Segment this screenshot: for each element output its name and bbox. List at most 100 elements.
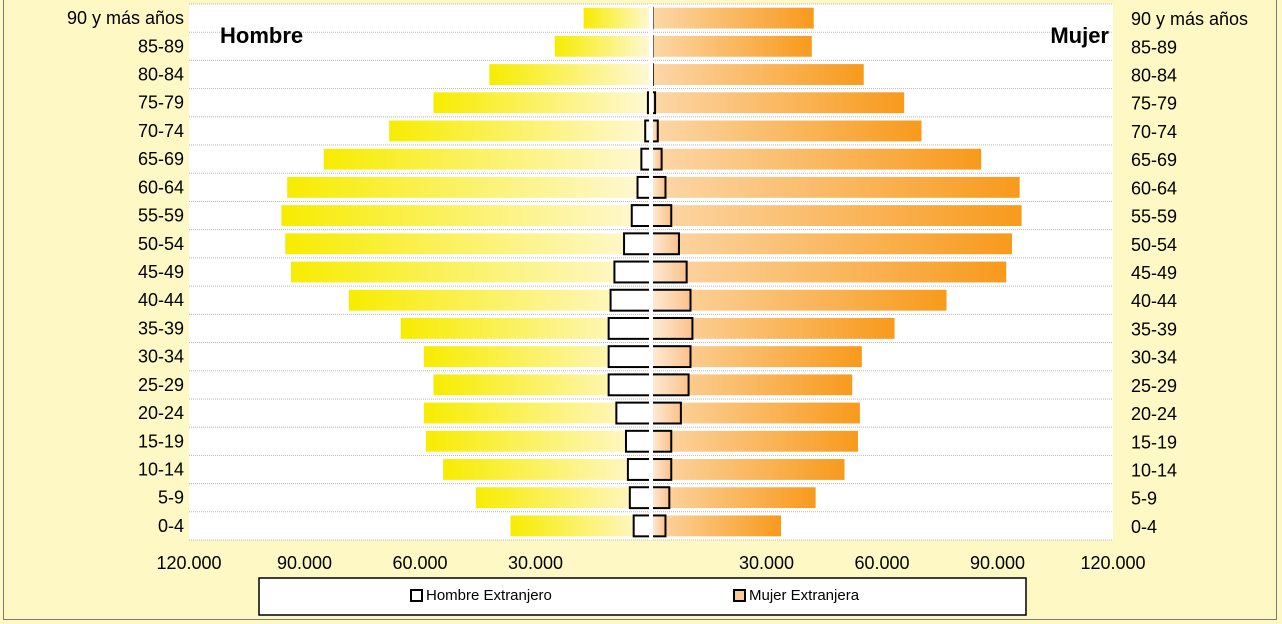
bar-hombre-20-24 bbox=[423, 402, 651, 424]
age-label-left-20-24: 20-24 bbox=[138, 403, 184, 423]
bar-mujer-60-64 bbox=[652, 176, 1020, 198]
bar-hombre-extranjero-45-49 bbox=[613, 260, 652, 284]
bar-hombre-extranjero-15-19 bbox=[624, 429, 652, 453]
chart-frame bbox=[3, 0, 1277, 620]
x-tick-label: 90.000 bbox=[970, 553, 1025, 573]
bar-hombre-extranjero-30-34 bbox=[607, 345, 653, 369]
bar-hombre-extranjero-5-9 bbox=[628, 486, 653, 510]
age-label-right-0-4: 0-4 bbox=[1131, 517, 1157, 537]
legend-label-hombre-extranjero: Hombre Extranjero bbox=[426, 587, 552, 604]
bar-hombre-60-64 bbox=[287, 176, 651, 198]
bar-mujer-extranjera-20-24 bbox=[651, 401, 682, 425]
bar-hombre-15-19 bbox=[425, 430, 651, 452]
x-tick-label: 30.000 bbox=[739, 553, 794, 573]
age-label-left-50-54: 50-54 bbox=[138, 234, 184, 254]
bar-hombre-50-54 bbox=[285, 233, 651, 255]
bar-hombre-90-y-mas-anos bbox=[583, 7, 651, 29]
age-label-right-85-89: 85-89 bbox=[1131, 37, 1177, 57]
age-label-left-65-69: 65-69 bbox=[138, 149, 184, 169]
bar-mujer-0-4 bbox=[652, 515, 781, 537]
bar-hombre-65-69 bbox=[323, 148, 651, 170]
x-tick-label: 120.000 bbox=[1080, 553, 1145, 573]
bar-hombre-extranjero-0-4 bbox=[632, 514, 652, 538]
bar-hombre-75-79 bbox=[433, 92, 651, 114]
bar-hombre-0-4 bbox=[510, 515, 651, 537]
x-tick-label: 60.000 bbox=[854, 553, 909, 573]
bar-mujer-50-54 bbox=[652, 233, 1012, 255]
bar-mujer-25-29 bbox=[652, 374, 853, 396]
bar-hombre-70-74 bbox=[389, 120, 651, 142]
age-label-right-70-74: 70-74 bbox=[1131, 122, 1177, 142]
bar-mujer-70-74 bbox=[652, 120, 922, 142]
bar-mujer-extranjera-30-34 bbox=[651, 345, 692, 369]
legend-label-mujer-extranjera: Mujer Extranjera bbox=[749, 587, 860, 604]
age-label-left-45-49: 45-49 bbox=[138, 262, 184, 282]
age-label-right-45-49: 45-49 bbox=[1131, 263, 1177, 283]
age-label-right-65-69: 65-69 bbox=[1131, 150, 1177, 170]
bar-hombre-40-44 bbox=[348, 289, 651, 311]
age-label-left-75-79: 75-79 bbox=[138, 93, 184, 113]
legend-swatch-hombre-extranjero bbox=[410, 589, 423, 602]
bar-mujer-90-y-mas-anos bbox=[652, 7, 814, 29]
age-label-left-5-9: 5-9 bbox=[158, 488, 184, 508]
age-label-right-30-34: 30-34 bbox=[1131, 348, 1177, 368]
bar-mujer-10-14 bbox=[652, 459, 845, 480]
bar-hombre-85-89 bbox=[554, 35, 651, 57]
bar-hombre-extranjero-50-54 bbox=[623, 232, 652, 256]
legend-box bbox=[258, 577, 1027, 616]
age-labels-right: 0-4 5-9 10-14 15-19 20-24 25-29 30-34 35-39 40-4… bbox=[1131, 9, 1248, 537]
bar-hombre-35-39 bbox=[400, 317, 651, 339]
bar-mujer-85-89 bbox=[652, 35, 812, 57]
x-tick-label: 120.000 bbox=[156, 553, 221, 573]
bar-mujer-extranjera-55-59 bbox=[651, 204, 673, 228]
bar-hombre-30-34 bbox=[423, 346, 651, 368]
x-tick-label: 30.000 bbox=[508, 553, 563, 573]
age-label-right-15-19: 15-19 bbox=[1131, 432, 1177, 452]
age-label-left-85-89: 85-89 bbox=[138, 36, 184, 56]
bar-mujer-5-9 bbox=[652, 487, 816, 509]
age-label-right-50-54: 50-54 bbox=[1131, 235, 1177, 255]
age-label-left-70-74: 70-74 bbox=[138, 121, 184, 141]
bar-mujer-extranjera-10-14 bbox=[651, 458, 673, 481]
bar-mujer-40-44 bbox=[652, 289, 947, 311]
bar-mujer-extranjera-35-39 bbox=[651, 316, 694, 340]
age-label-right-40-44: 40-44 bbox=[1131, 291, 1177, 311]
age-label-right-10-14: 10-14 bbox=[1131, 460, 1177, 480]
age-label-left-40-44: 40-44 bbox=[138, 290, 184, 310]
age-label-left-90-y-mas-anos: 90 y más años bbox=[67, 8, 184, 28]
bar-hombre-extranjero-25-29 bbox=[607, 373, 653, 397]
label-mujer: Mujer bbox=[1050, 23, 1109, 48]
age-label-left-30-34: 30-34 bbox=[138, 347, 184, 367]
bar-hombre-80-84 bbox=[489, 64, 651, 85]
bar-mujer-extranjera-25-29 bbox=[651, 373, 690, 397]
age-label-left-55-59: 55-59 bbox=[138, 206, 184, 226]
age-label-left-10-14: 10-14 bbox=[138, 459, 184, 479]
age-label-right-60-64: 60-64 bbox=[1131, 178, 1177, 198]
bar-mujer-extranjera-5-9 bbox=[651, 486, 671, 510]
bar-mujer-30-34 bbox=[652, 346, 862, 368]
bar-hombre-extranjero-20-24 bbox=[615, 401, 652, 425]
bar-mujer-15-19 bbox=[652, 430, 858, 452]
bar-mujer-20-24 bbox=[652, 402, 860, 424]
bar-hombre-extranjero-55-59 bbox=[630, 204, 652, 228]
age-label-left-35-39: 35-39 bbox=[138, 318, 184, 338]
x-tick-label: 60.000 bbox=[392, 553, 447, 573]
bar-mujer-45-49 bbox=[652, 261, 1007, 283]
age-label-right-80-84: 80-84 bbox=[1131, 66, 1177, 86]
age-label-right-20-24: 20-24 bbox=[1131, 404, 1177, 424]
bar-hombre-extranjero-60-64 bbox=[636, 175, 653, 199]
age-labels-left: 0-4 5-9 10-14 15-19 20-24 25-29 30-34 35-39 40-4… bbox=[67, 8, 184, 536]
bar-mujer-65-69 bbox=[652, 148, 982, 170]
bar-mujer-35-39 bbox=[652, 317, 895, 339]
bar-hombre-55-59 bbox=[281, 205, 651, 227]
bar-mujer-extranjera-0-4 bbox=[651, 514, 667, 538]
bar-mujer-extranjera-60-64 bbox=[651, 175, 667, 199]
age-label-right-25-29: 25-29 bbox=[1131, 376, 1177, 396]
bar-hombre-5-9 bbox=[475, 487, 651, 509]
bar-hombre-25-29 bbox=[433, 374, 651, 396]
bars bbox=[281, 6, 1022, 538]
age-label-left-80-84: 80-84 bbox=[138, 65, 184, 85]
legend-swatch-mujer-extranjera bbox=[733, 589, 746, 602]
bar-hombre-extranjero-40-44 bbox=[609, 288, 653, 312]
